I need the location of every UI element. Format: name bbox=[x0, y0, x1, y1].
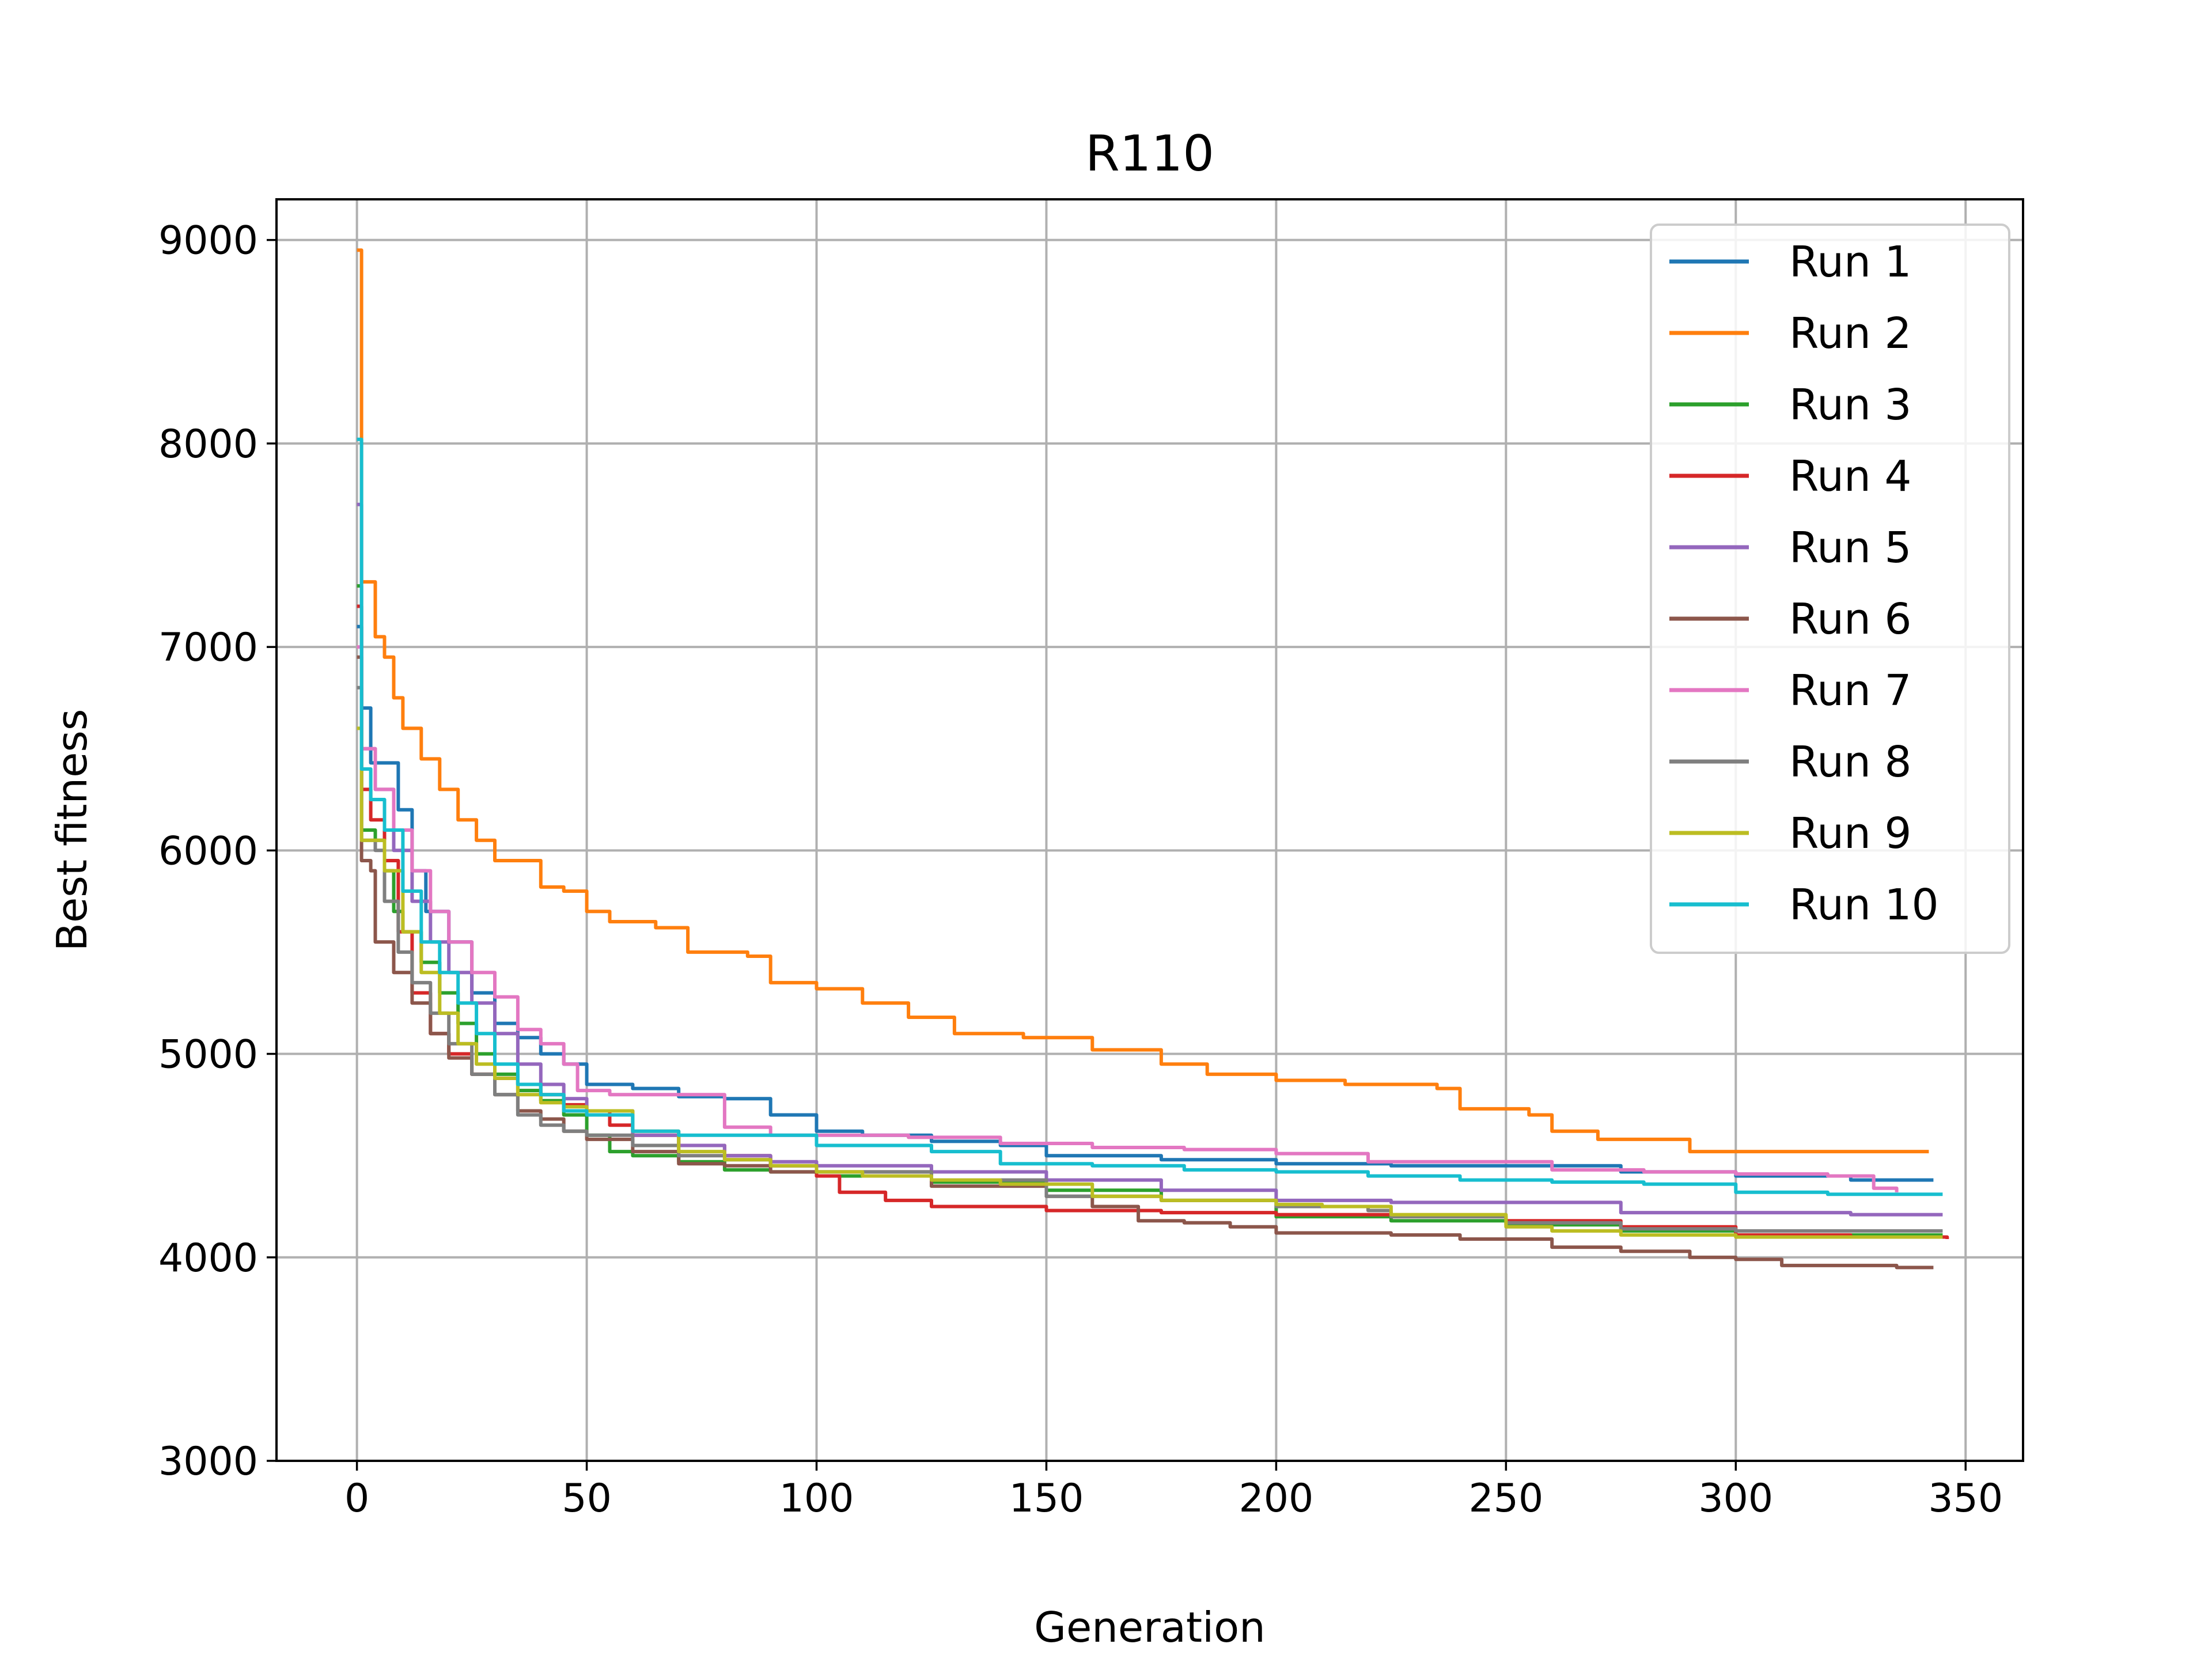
legend-label-run-1: Run 1 bbox=[1789, 237, 1912, 287]
series-line-run-2 bbox=[357, 248, 1929, 1154]
x-tick-label: 100 bbox=[779, 1476, 854, 1521]
series-line-run-9 bbox=[357, 726, 1943, 1239]
legend-label-run-5: Run 5 bbox=[1789, 523, 1912, 573]
legend-label-run-3: Run 3 bbox=[1789, 380, 1912, 430]
legend: Run 1 Run 2 Run 3 Run 4 Run 5 Run 6 Run 7 Run 8… bbox=[1650, 224, 2010, 954]
y-axis-label: Best fitness bbox=[48, 709, 96, 952]
y-tick-label: 9000 bbox=[158, 218, 258, 264]
legend-label-run-9: Run 9 bbox=[1789, 809, 1912, 858]
x-tick-label: 300 bbox=[1698, 1476, 1773, 1521]
y-tick-label: 5000 bbox=[158, 1032, 258, 1078]
x-tick-label: 150 bbox=[1009, 1476, 1084, 1521]
series-lines bbox=[357, 248, 1949, 1270]
legend-label-run-10: Run 10 bbox=[1789, 880, 1939, 930]
legend-box bbox=[1650, 224, 2010, 954]
plot-frame bbox=[275, 198, 2024, 1462]
y-tick-label: 6000 bbox=[158, 828, 258, 874]
y-tick-label: 8000 bbox=[158, 422, 258, 467]
x-tick-label: 50 bbox=[562, 1476, 612, 1521]
y-tick-label: 7000 bbox=[158, 625, 258, 671]
series-line-run-8 bbox=[357, 685, 1943, 1233]
x-tick-label: 200 bbox=[1239, 1476, 1314, 1521]
x-tick-label: 0 bbox=[344, 1476, 369, 1521]
x-tick-label: 250 bbox=[1468, 1476, 1543, 1521]
chart-title: R110 bbox=[1085, 125, 1214, 183]
series-line-run-7 bbox=[357, 645, 1899, 1192]
legend-label-run-7: Run 7 bbox=[1789, 666, 1912, 715]
legend-label-run-4: Run 4 bbox=[1789, 452, 1912, 501]
legend-label-run-8: Run 8 bbox=[1789, 737, 1912, 787]
legend-label-run-6: Run 6 bbox=[1789, 594, 1912, 644]
axis-ticks: 0 50 100 150 200 250 300 350 3000 4000 5000 6000 700… bbox=[158, 218, 2003, 1521]
series-line-run-10 bbox=[357, 437, 1943, 1196]
y-tick-label: 3000 bbox=[158, 1439, 258, 1484]
x-tick-label: 350 bbox=[1928, 1476, 2003, 1521]
y-tick-label: 4000 bbox=[158, 1236, 258, 1281]
x-axis-label: Generation bbox=[1034, 1603, 1266, 1652]
legend-label-run-2: Run 2 bbox=[1789, 309, 1912, 358]
